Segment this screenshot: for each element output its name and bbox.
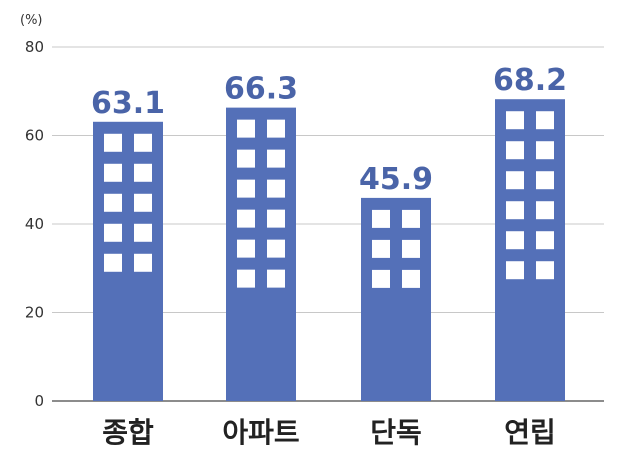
category-label: 연립 — [504, 416, 556, 449]
category-label: 아파트 — [222, 416, 299, 449]
window — [104, 253, 122, 272]
window — [237, 149, 255, 168]
window — [402, 239, 420, 258]
y-axis-unit-label: (%) — [20, 13, 43, 28]
bar — [361, 197, 431, 401]
bar — [93, 121, 163, 401]
window — [536, 261, 554, 280]
value-label: 63.1 — [91, 86, 165, 121]
y-tick-label: 40 — [25, 215, 44, 233]
window — [237, 269, 255, 288]
bar-group: 66.3 — [224, 72, 298, 401]
window — [104, 133, 122, 152]
window — [506, 141, 524, 160]
window — [536, 141, 554, 160]
window — [104, 163, 122, 182]
window — [267, 179, 285, 198]
window — [402, 269, 420, 288]
window — [237, 239, 255, 258]
window — [536, 111, 554, 130]
y-tick-label: 60 — [25, 127, 44, 145]
bar-group: 63.1 — [91, 86, 165, 401]
window — [237, 119, 255, 138]
window — [536, 201, 554, 220]
window — [104, 223, 122, 242]
bars: 63.1 66.3 45.9 68.2 — [91, 63, 567, 401]
window — [372, 269, 390, 288]
window — [267, 209, 285, 228]
bar — [226, 107, 296, 401]
window — [506, 201, 524, 220]
bar — [495, 99, 565, 401]
window — [134, 193, 152, 212]
bar-group: 68.2 — [493, 63, 567, 401]
window — [267, 119, 285, 138]
x-axis-labels: 종합 아파트 단독 연립 — [102, 416, 556, 449]
window — [267, 269, 285, 288]
value-label: 66.3 — [224, 72, 298, 107]
window — [372, 239, 390, 258]
bar-group: 45.9 — [359, 162, 433, 401]
value-label: 68.2 — [493, 63, 567, 98]
window — [267, 239, 285, 258]
window — [237, 179, 255, 198]
window — [402, 209, 420, 228]
category-label: 종합 — [102, 416, 154, 449]
window — [237, 209, 255, 228]
y-axis-ticks: 0 20 40 60 80 — [25, 38, 44, 410]
category-label: 단독 — [370, 416, 422, 449]
window — [104, 193, 122, 212]
window — [506, 111, 524, 130]
window — [506, 171, 524, 190]
window — [134, 163, 152, 182]
y-tick-label: 20 — [25, 304, 44, 322]
window — [134, 223, 152, 242]
window — [536, 231, 554, 250]
window — [134, 133, 152, 152]
window — [506, 261, 524, 280]
y-tick-label: 80 — [25, 38, 44, 56]
window — [134, 253, 152, 272]
window — [372, 209, 390, 228]
y-tick-label: 0 — [34, 392, 44, 410]
window — [536, 171, 554, 190]
window — [506, 231, 524, 250]
window — [267, 149, 285, 168]
value-label: 45.9 — [359, 162, 433, 197]
